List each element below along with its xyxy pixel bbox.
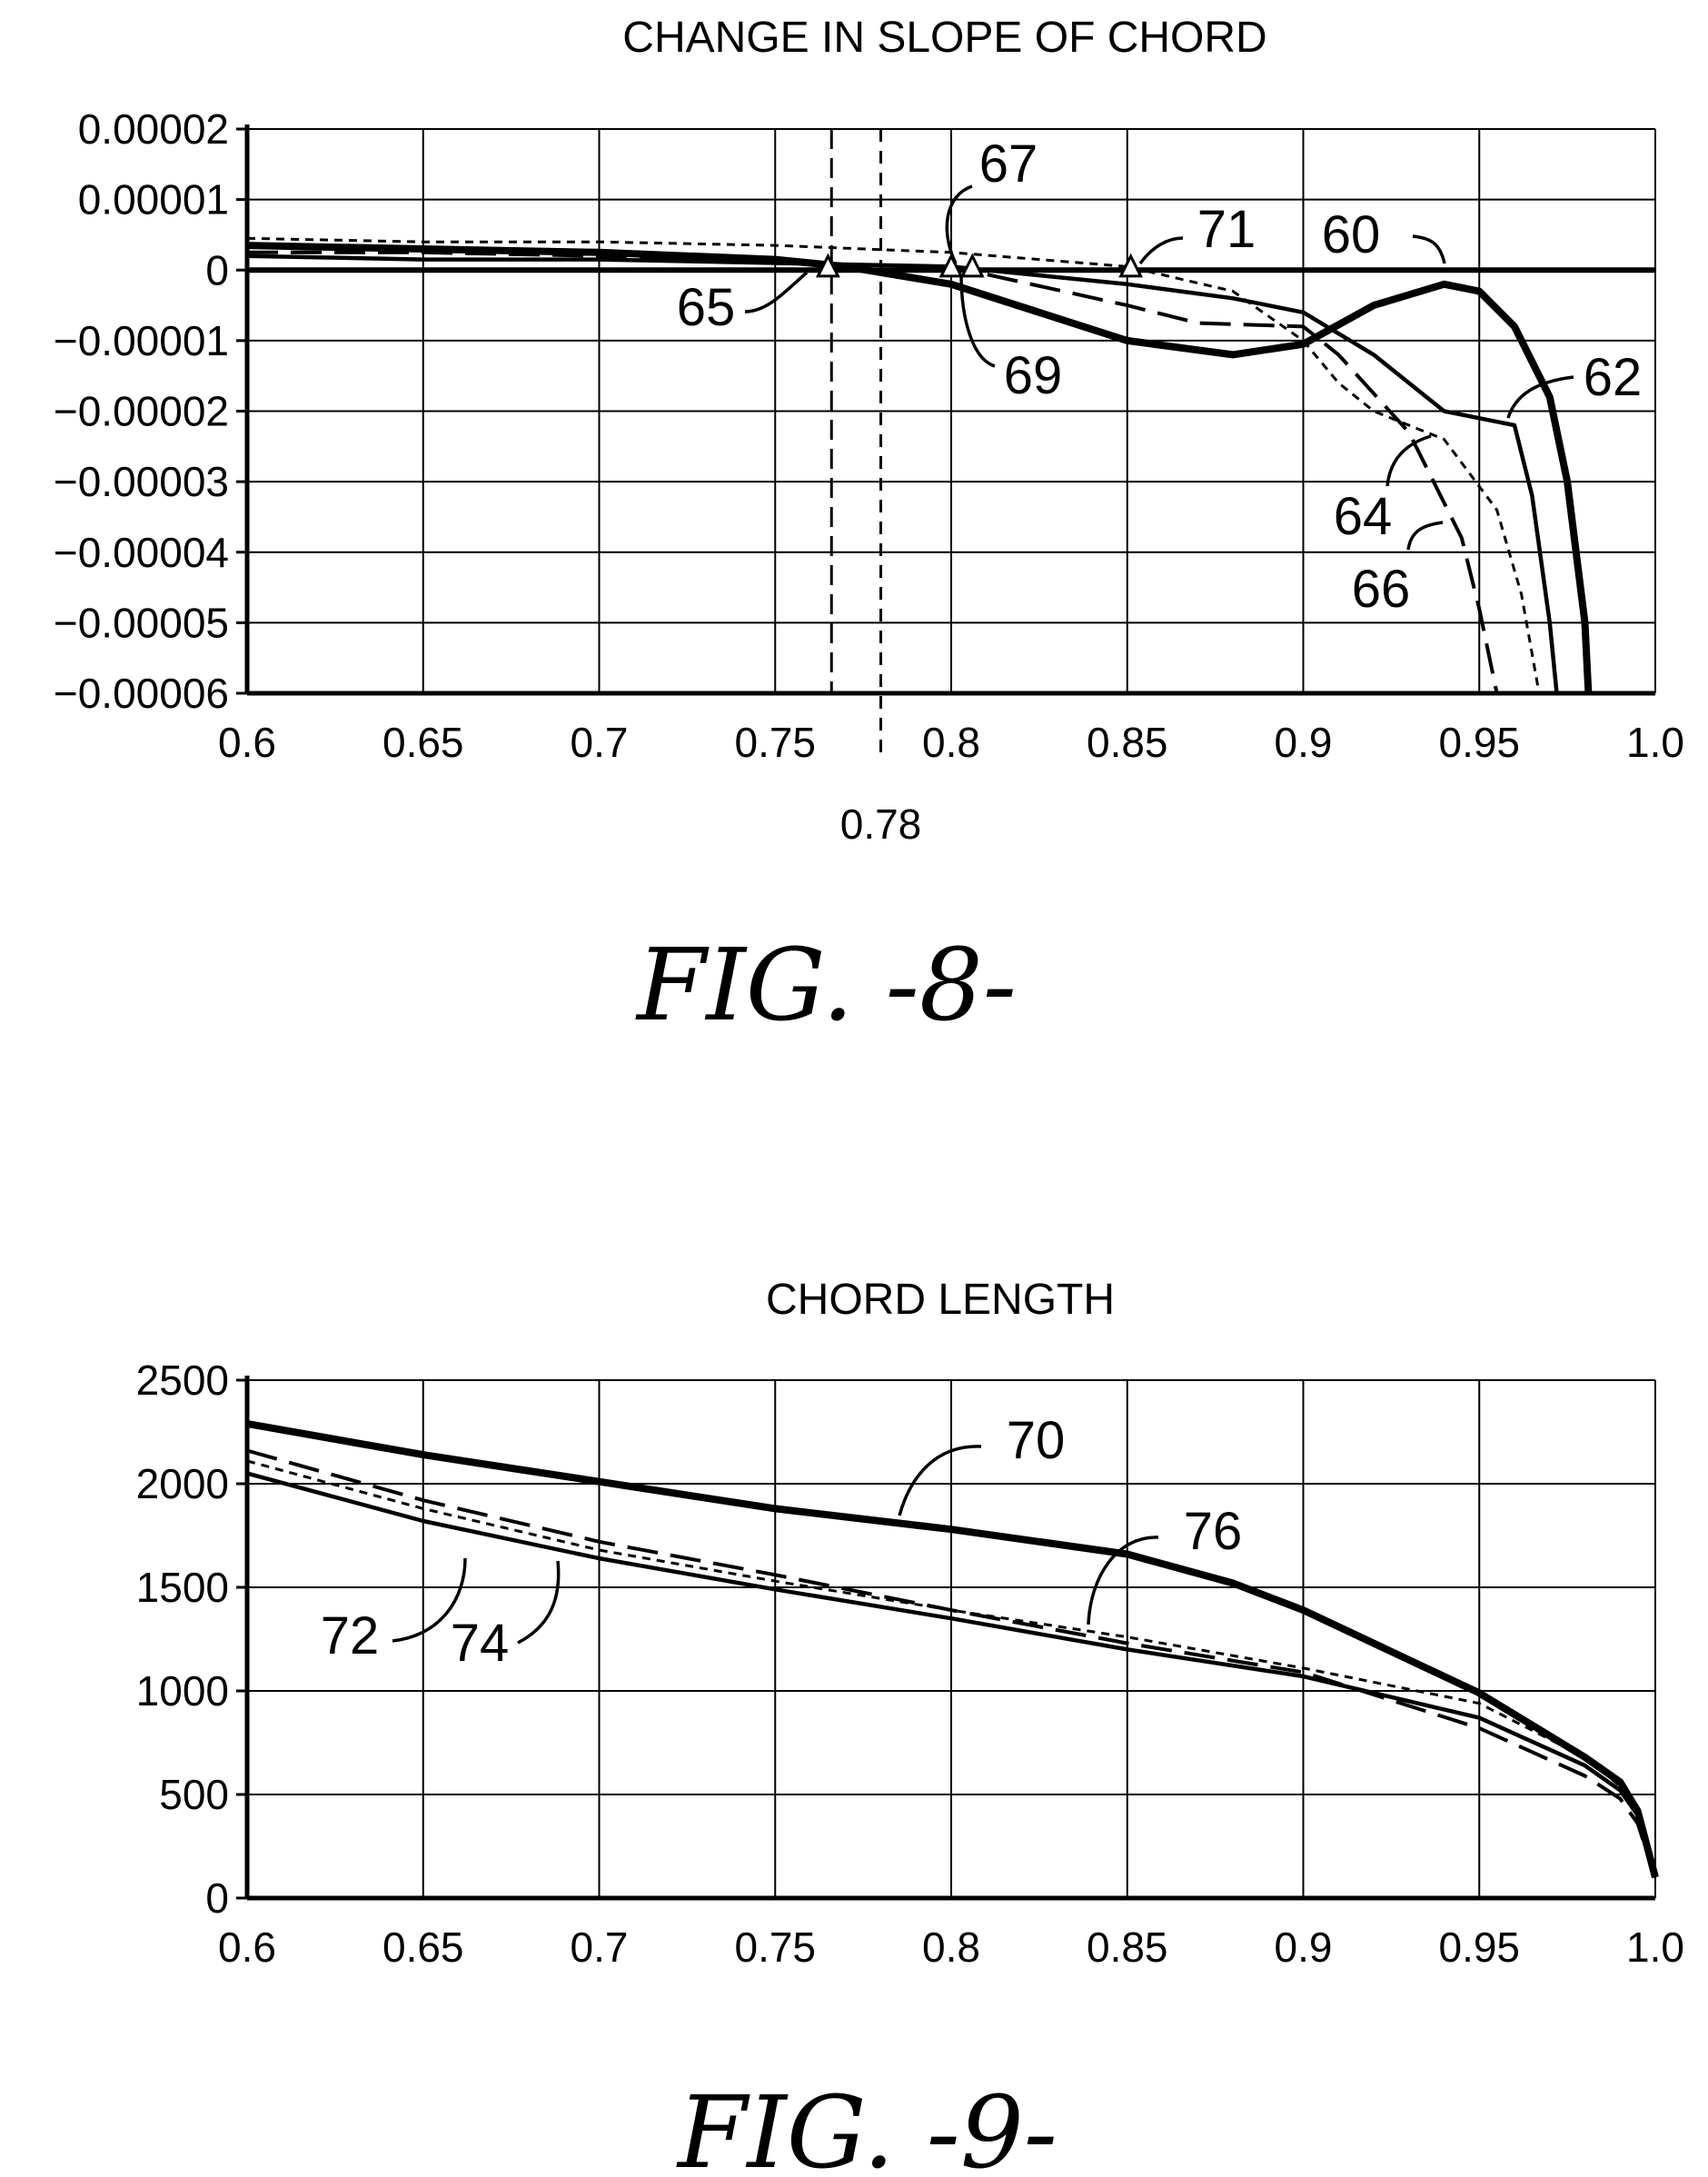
fig9-series-76-line (246, 1448, 1657, 1878)
fig9-callout-72: 72 (321, 1606, 380, 1665)
fig8-tick-labels: 0.6 0.65 0.7 0.75 0.8 0.85 0.9 0.95 1.0 0.00002 0.… (54, 105, 1684, 766)
fig9-y-tick-label: 0 (205, 1874, 229, 1922)
fig9-axes (236, 1376, 1655, 1901)
fig8-y-tick-label: −0.00006 (54, 670, 229, 717)
fig9-series-70-line (246, 1419, 1659, 1879)
fig9-series-72-line (246, 1471, 1658, 1878)
fig9-y-tick-label: 1000 (136, 1667, 229, 1715)
fig8-callout-66: 66 (1352, 560, 1411, 619)
fig9-x-tick-label: 0.65 (382, 1924, 464, 1971)
fig9-series-group (246, 1419, 1659, 1879)
fig8-callout-64: 64 (1334, 487, 1393, 546)
fig8-callout-65: 65 (677, 278, 736, 337)
fig9-chart: CHORD LENGTH 0.6 0.65 0.7 0.75 0.8 0.85 0.9 0.9… (136, 1276, 1684, 2177)
fig8-x-tick-label: 0.7 (571, 719, 629, 766)
fig8-y-tick-label: 0.00002 (78, 105, 229, 153)
fig8-title: CHANGE IN SLOPE OF CHORD (622, 14, 1266, 62)
fig9-y-tick-label: 1500 (136, 1564, 229, 1611)
fig9-x-tick-label: 1.0 (1626, 1924, 1684, 1971)
fig9-x-tick-label: 0.7 (571, 1924, 629, 1971)
fig9-callout-76: 76 (1184, 1502, 1243, 1561)
fig9-callout-76-leader (1087, 1536, 1159, 1625)
fig8-x-tick-label: 0.6 (218, 719, 276, 766)
fig8-callout-60: 60 (1322, 205, 1381, 264)
fig8-x-tick-label: 0.9 (1275, 719, 1333, 766)
fig8-callout-60-leader (1412, 234, 1446, 264)
fig8-series-62-line (246, 253, 1559, 694)
fig8-markers (815, 253, 1144, 278)
fig8-callout-71-leader (1138, 236, 1184, 265)
fig8-y-tick-label: −0.00002 (54, 388, 229, 435)
fig8-callout-64-leader (1385, 434, 1432, 487)
fig8-callout-65-leader (744, 271, 809, 313)
fig9-x-tick-label: 0.8 (922, 1924, 980, 1971)
fig8-callout-69: 69 (1004, 346, 1063, 405)
fig8-series-group (246, 236, 1593, 694)
fig8-marker-71 (1118, 253, 1144, 278)
fig9-y-tick-label: 2500 (136, 1357, 229, 1404)
fig8-y-tick-label: −0.00003 (54, 458, 229, 505)
fig8-marker-65 (815, 253, 840, 278)
fig8-marker-69 (959, 253, 985, 278)
fig8-y-tick-label: 0 (205, 246, 229, 293)
fig9-y-tick-label: 2000 (136, 1460, 229, 1507)
fig9-callout-70: 70 (1007, 1411, 1066, 1470)
fig8-caption: FIG. -8- (635, 927, 1017, 1043)
fig9-caption: FIG. -9- (676, 2074, 1058, 2177)
fig8-callout-67: 67 (979, 134, 1038, 194)
fig9-x-tick-label: 0.85 (1087, 1924, 1168, 1971)
fig8-callout-69-leader (959, 273, 996, 368)
fig8-callout-62-leader (1506, 375, 1574, 419)
fig8-series-60-line (246, 242, 1593, 694)
fig9-callout-70-leader (898, 1445, 982, 1516)
fig9-callouts: 70 76 72 74 (321, 1411, 1243, 1673)
fig8-callouts: 67 71 60 65 69 62 64 66 (677, 134, 1643, 619)
fig9-series-74-line (246, 1459, 1657, 1878)
fig8-y-tick-label: 0.00001 (78, 176, 229, 224)
fig8-x-tick-label: 0.85 (1087, 719, 1168, 766)
fig9-x-tick-label: 0.75 (734, 1924, 816, 1971)
fig9-x-tick-label: 0.6 (218, 1924, 276, 1971)
fig8-x-tick-label: 0.75 (734, 719, 816, 766)
fig8-callout-71: 71 (1197, 200, 1256, 259)
fig8-y-tick-label: −0.00004 (54, 529, 229, 576)
fig8-y-tick-label: −0.00001 (54, 317, 229, 364)
fig8-x-tick-label: 1.0 (1626, 719, 1684, 766)
fig8-reference-lines: 0.78 (829, 129, 922, 848)
fig8-x-tick-label: 0.8 (922, 719, 980, 766)
fig9-tick-labels: 0.6 0.65 0.7 0.75 0.8 0.85 0.9 0.95 1.0 2500 2000 1… (136, 1357, 1684, 1971)
fig9-callout-72-leader (392, 1557, 467, 1643)
fig8-series-66-line (247, 250, 1499, 694)
fig9-title: CHORD LENGTH (766, 1276, 1115, 1324)
fig8-reference-label: 0.78 (840, 800, 922, 848)
fig9-callout-74-leader (517, 1560, 561, 1645)
fig8-callout-66-leader (1406, 521, 1444, 551)
fig8-callout-67-leader (945, 184, 973, 264)
fig8-series-64-line (246, 236, 1541, 694)
fig8-marker-67 (938, 253, 964, 278)
fig8-chart: CHANGE IN SLOPE OF CHORD 0.78 0.6 0.65 0.7… (54, 14, 1684, 1043)
fig8-x-tick-label: 0.95 (1438, 719, 1520, 766)
fig9-x-tick-label: 0.9 (1275, 1924, 1333, 1971)
fig8-callout-62: 62 (1584, 348, 1643, 407)
fig8-x-tick-label: 0.65 (382, 719, 464, 766)
fig9-callout-74: 74 (451, 1614, 510, 1673)
fig8-y-tick-label: −0.00005 (54, 599, 229, 646)
fig9-x-tick-label: 0.95 (1438, 1924, 1520, 1971)
fig9-y-tick-label: 500 (159, 1771, 229, 1818)
